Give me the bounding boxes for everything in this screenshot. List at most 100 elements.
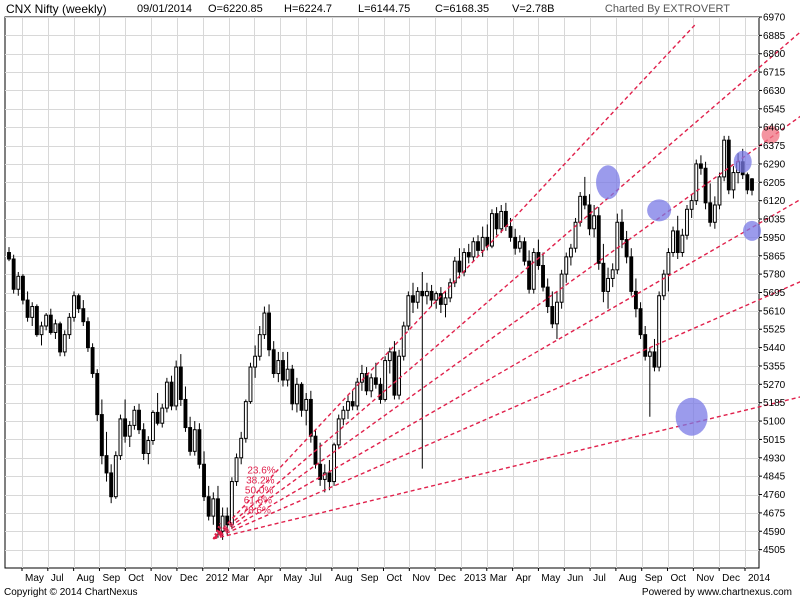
- candle-body: [731, 172, 736, 191]
- candle-body: [541, 264, 545, 288]
- candle-body: [601, 262, 606, 292]
- x-tick-label: 2014: [748, 573, 771, 584]
- candle-body: [666, 252, 671, 275]
- x-tick-label: May: [283, 573, 302, 584]
- candle-body: [610, 269, 615, 279]
- fib-fan-ray: [212, 525, 222, 540]
- x-tick-label: Dec: [180, 573, 198, 584]
- candle-body: [480, 236, 485, 251]
- candle-body: [675, 230, 680, 254]
- x-tick-label: Aug: [335, 573, 353, 584]
- candle-body: [44, 314, 49, 327]
- candle-body: [606, 277, 610, 292]
- candle-body: [192, 429, 197, 452]
- candle-body: [615, 221, 620, 271]
- y-tick-label: 4505: [763, 545, 786, 556]
- candle-body: [750, 178, 754, 191]
- candle-body: [90, 347, 95, 375]
- candle-body: [164, 381, 169, 409]
- x-tick-label: May: [541, 573, 560, 584]
- candle-body: [359, 373, 364, 383]
- y-tick-label: 5440: [763, 343, 786, 354]
- fib-level-label: 38.2%: [246, 476, 274, 487]
- candle-body: [429, 290, 434, 301]
- candle-body: [364, 373, 369, 392]
- fib-fan-line: [212, 31, 800, 540]
- candle-body: [327, 472, 332, 483]
- y-axis: 4505 4590 4675 4760 4845 4930 5015 5100 5185 5270…: [759, 13, 786, 556]
- candle-body: [568, 247, 573, 258]
- candle-body: [72, 295, 76, 318]
- y-tick-label: 5780: [763, 270, 786, 281]
- candle-body: [555, 301, 559, 325]
- candle-body: [722, 139, 727, 178]
- y-tick-label: 6800: [763, 49, 786, 60]
- volume-value: V=2.78B: [512, 3, 555, 15]
- candle-body: [671, 230, 675, 254]
- candle-body: [332, 444, 337, 483]
- candle-body: [689, 200, 694, 210]
- x-tick-label: Jul: [593, 573, 606, 584]
- candle-body: [118, 418, 123, 457]
- candle-body: [48, 314, 53, 333]
- candle-body: [53, 323, 58, 333]
- charted-by-label: Charted By EXTROVERT: [604, 3, 730, 15]
- powered-by-link[interactable]: Powered by www.chartnexus.com: [641, 587, 792, 598]
- candle-body: [253, 355, 258, 368]
- candle-body: [647, 351, 652, 357]
- candle-body: [457, 260, 462, 273]
- fib-fan-ray: [212, 522, 221, 540]
- candle-body: [206, 496, 211, 517]
- open-value: O=6220.85: [208, 3, 263, 15]
- candle-body: [373, 377, 378, 385]
- candle-body: [582, 195, 587, 206]
- candle-body: [592, 215, 597, 230]
- fib-level-label: 78.6%: [243, 506, 271, 517]
- candle-body: [271, 349, 276, 375]
- x-tick-label: 2012: [206, 573, 229, 584]
- candle-body: [58, 323, 63, 353]
- candle-body: [355, 381, 360, 407]
- x-tick-label: Oct: [128, 573, 144, 584]
- highlight-ellipse: [596, 165, 621, 200]
- candle-body: [248, 366, 253, 403]
- candle-body: [452, 260, 457, 284]
- candle-body: [281, 360, 285, 381]
- candle-body: [680, 234, 685, 254]
- candle-body: [578, 195, 583, 223]
- low-value: L=6144.75: [358, 3, 411, 15]
- candle-body: [197, 429, 202, 465]
- candle-body: [350, 401, 355, 407]
- candle-body: [448, 282, 453, 299]
- candle-body: [378, 383, 383, 400]
- trendline-layer: [212, 23, 800, 540]
- candle-body: [234, 457, 239, 483]
- candle-body: [81, 308, 86, 323]
- candle-body: [132, 409, 137, 426]
- candle-body: [620, 221, 624, 241]
- candle-body: [513, 236, 518, 249]
- candle-body: [401, 325, 406, 357]
- candle-body: [726, 139, 731, 191]
- candle-body: [573, 221, 578, 249]
- y-tick-label: 4675: [763, 508, 786, 519]
- y-tick-label: 6120: [763, 196, 786, 207]
- fib-fan-line: [212, 23, 697, 540]
- y-tick-label: 5865: [763, 251, 786, 262]
- candle-body: [86, 321, 90, 349]
- fib-level-label: 23.6%: [247, 466, 275, 477]
- x-tick-label: Apr: [257, 573, 273, 584]
- candle-body: [550, 306, 555, 325]
- candle-body: [564, 256, 569, 275]
- highlight-ellipse: [761, 125, 780, 144]
- y-tick-label: 5610: [763, 306, 786, 317]
- x-tick-label: Jul: [309, 573, 322, 584]
- y-tick-label: 4930: [763, 453, 786, 464]
- candle-body: [318, 463, 323, 480]
- candle-body: [596, 215, 601, 264]
- chart-title: CNX Nifty (weekly): [6, 2, 107, 16]
- candle-body: [531, 252, 536, 290]
- candle-body: [717, 176, 722, 206]
- candle-body: [587, 204, 592, 230]
